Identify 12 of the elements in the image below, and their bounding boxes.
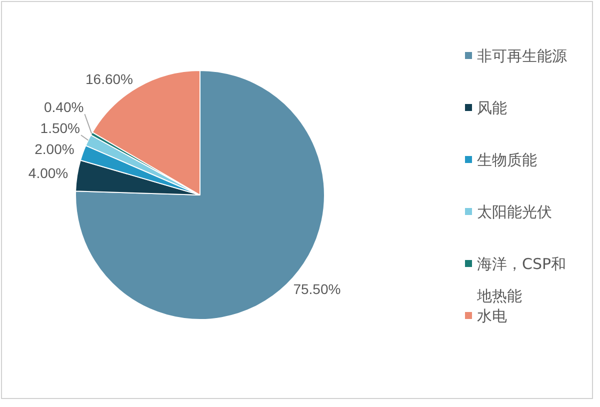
legend-label: 非可再生能源: [477, 46, 568, 67]
data-label: 16.60%: [86, 70, 133, 87]
legend-label: 海洋，CSP和地热能: [477, 255, 566, 305]
legend-label: 太阳能光伏: [477, 202, 553, 223]
data-label: 1.50%: [40, 120, 80, 136]
legend-label: 水电: [477, 307, 507, 325]
legend-label: 生物质能: [477, 150, 538, 171]
legend-label: 风能: [477, 98, 508, 119]
data-label: 75.50%: [293, 281, 341, 298]
data-label: 4.00%: [28, 165, 68, 182]
data-label: 2.00%: [34, 140, 74, 157]
data-label: 0.40%: [44, 98, 84, 115]
